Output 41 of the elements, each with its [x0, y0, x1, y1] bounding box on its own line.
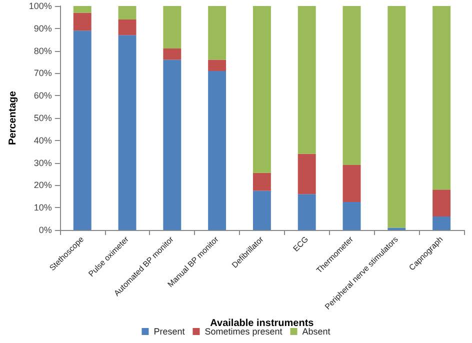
bar [432, 216, 451, 230]
y-tick-label: 40% [34, 135, 52, 146]
bar [252, 172, 271, 191]
legend-label: Present [154, 326, 186, 336]
bar [432, 190, 451, 217]
bar [73, 6, 92, 13]
y-tick-label: 10% [34, 202, 52, 213]
bar [298, 154, 316, 194]
bar [73, 12, 92, 31]
y-tick-label: 70% [34, 68, 52, 78]
bar [388, 6, 406, 228]
y-tick-label: 50% [34, 113, 52, 123]
x-axis-title: Available instruments [210, 318, 314, 329]
bar [163, 48, 182, 60]
bar [163, 60, 182, 230]
bar [342, 202, 361, 230]
bar [432, 6, 451, 190]
y-tick-label: 80% [34, 46, 52, 56]
y-tick-label: 0% [38, 225, 52, 235]
bar [73, 30, 92, 230]
y-tick-label: 30% [34, 158, 52, 168]
y-tick-label: 100% [28, 1, 52, 11]
y-tick-label: 90% [34, 23, 52, 34]
y-tick-label: 60% [34, 90, 52, 101]
bar [298, 6, 316, 154]
bar [118, 35, 136, 230]
bar [118, 19, 136, 36]
bar [208, 6, 226, 60]
bar [298, 194, 316, 230]
bar [252, 6, 271, 173]
bar [163, 6, 182, 49]
bar [208, 70, 226, 230]
y-tick-label: 20% [34, 180, 52, 190]
bar [342, 6, 361, 166]
legend-label: Sometimes present [204, 326, 283, 336]
bar [118, 6, 136, 20]
bar [252, 190, 271, 230]
bar [342, 165, 361, 202]
y-axis-title: Percentage [8, 90, 18, 145]
bar [208, 60, 226, 71]
legend-label: Absent [302, 326, 331, 336]
